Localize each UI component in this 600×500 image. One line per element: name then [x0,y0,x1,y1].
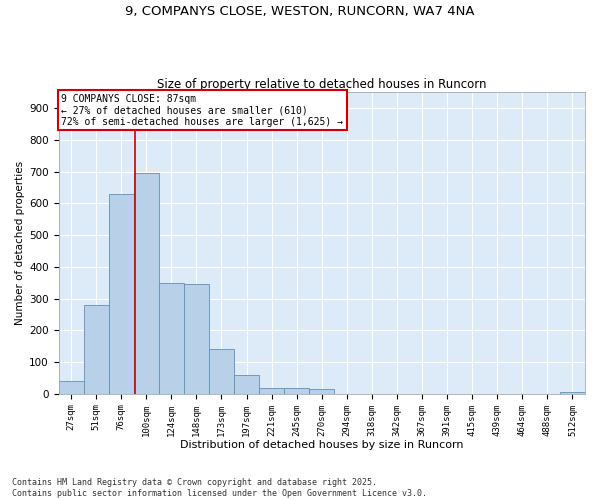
Bar [209,350,234,394]
Bar [284,388,309,394]
Bar [184,284,209,394]
Text: Contains HM Land Registry data © Crown copyright and database right 2025.
Contai: Contains HM Land Registry data © Crown c… [12,478,427,498]
Bar [234,375,259,394]
Bar [259,388,284,394]
Bar [560,392,585,394]
X-axis label: Distribution of detached houses by size in Runcorn: Distribution of detached houses by size … [180,440,464,450]
Text: 9 COMPANYS CLOSE: 87sqm
← 27% of detached houses are smaller (610)
72% of semi-d: 9 COMPANYS CLOSE: 87sqm ← 27% of detache… [61,94,343,127]
Bar [83,305,109,394]
Bar [59,381,83,394]
Bar [159,282,184,394]
Text: 9, COMPANYS CLOSE, WESTON, RUNCORN, WA7 4NA: 9, COMPANYS CLOSE, WESTON, RUNCORN, WA7 … [125,5,475,18]
Title: Size of property relative to detached houses in Runcorn: Size of property relative to detached ho… [157,78,487,91]
Y-axis label: Number of detached properties: Number of detached properties [15,161,25,325]
Bar [309,389,334,394]
Bar [109,194,134,394]
Bar [134,173,159,394]
